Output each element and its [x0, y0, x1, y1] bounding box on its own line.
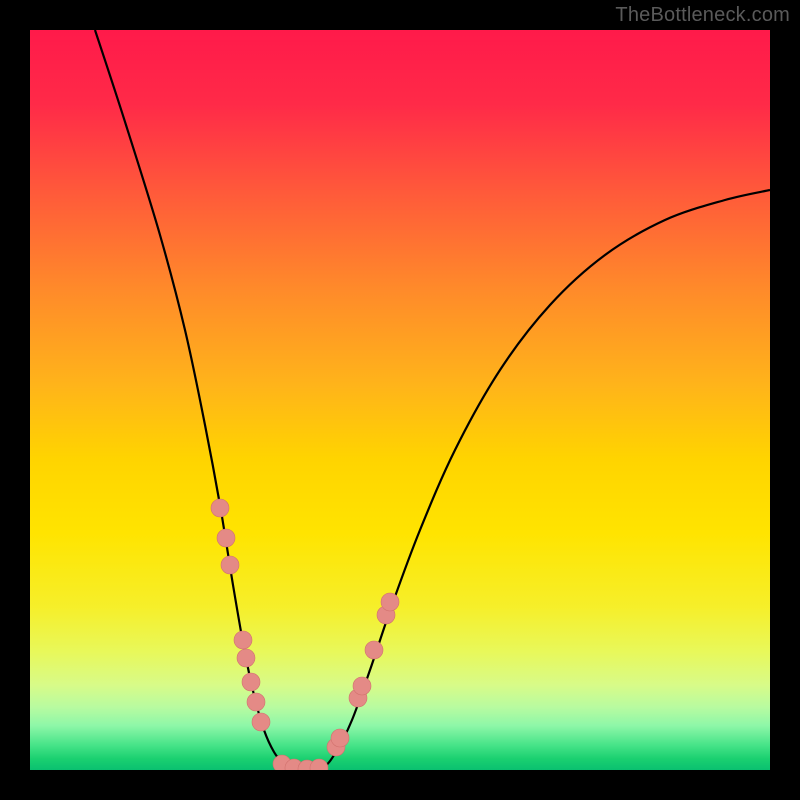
data-markers [30, 30, 770, 770]
data-point [221, 556, 239, 574]
data-point [365, 641, 383, 659]
data-point [242, 673, 260, 691]
data-point [237, 649, 255, 667]
data-point [217, 529, 235, 547]
data-point [310, 759, 328, 770]
data-point [252, 713, 270, 731]
data-point [331, 729, 349, 747]
chart-frame [0, 0, 800, 800]
data-point [247, 693, 265, 711]
data-point [353, 677, 371, 695]
data-point [381, 593, 399, 611]
data-point [234, 631, 252, 649]
watermark-text: TheBottleneck.com [615, 4, 790, 27]
chart-plot-area [30, 30, 770, 770]
data-point [211, 499, 229, 517]
